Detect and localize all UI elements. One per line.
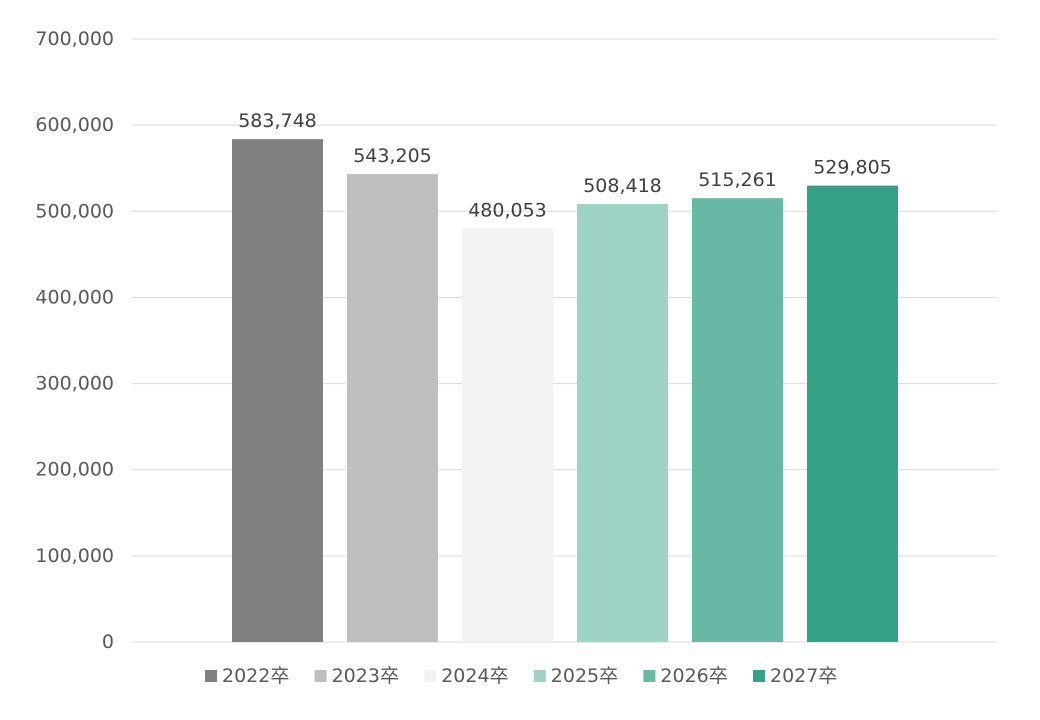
legend-swatch xyxy=(205,670,217,682)
data-labels: 583,748 543,205 480,053 508,418 515,261 529,8… xyxy=(238,110,892,221)
bar xyxy=(232,139,323,642)
y-tick-label: 400,000 xyxy=(35,286,114,308)
legend-label: 2026卒 xyxy=(660,665,727,687)
bar xyxy=(347,174,438,642)
y-tick-label: 100,000 xyxy=(35,545,114,567)
legend-swatch xyxy=(753,670,765,682)
bar xyxy=(692,198,783,642)
data-label: 480,053 xyxy=(468,199,547,221)
y-tick-label: 500,000 xyxy=(35,200,114,222)
bar xyxy=(807,185,898,642)
y-tick-label: 600,000 xyxy=(35,114,114,136)
legend-label: 2027卒 xyxy=(770,665,837,687)
legend-label: 2022卒 xyxy=(222,665,289,687)
legend-swatch xyxy=(424,670,437,682)
legend-swatch xyxy=(533,670,546,682)
y-tick-label: 0 xyxy=(102,631,114,653)
y-tick-label: 300,000 xyxy=(35,373,114,395)
legend-label: 2023卒 xyxy=(332,665,399,687)
y-axis-tick-labels: 0 100,000 200,000 300,000 400,000 500,000 600,… xyxy=(35,28,114,653)
legend-swatch xyxy=(314,670,327,682)
y-tick-label: 200,000 xyxy=(35,459,114,481)
y-tick-label: 700,000 xyxy=(35,28,114,50)
bars xyxy=(232,139,898,642)
data-label: 583,748 xyxy=(238,110,317,132)
legend-label: 2025卒 xyxy=(551,665,618,687)
data-label: 508,418 xyxy=(583,175,662,197)
bar xyxy=(462,228,553,642)
data-label: 515,261 xyxy=(698,169,777,191)
legend-label: 2024卒 xyxy=(441,665,508,687)
legend-swatch xyxy=(643,670,656,682)
data-label: 543,205 xyxy=(353,145,432,167)
bar xyxy=(577,204,668,642)
data-label: 529,805 xyxy=(813,157,892,179)
legend: 2022卒 2023卒 2024卒 2025卒 2026卒 2027卒 xyxy=(205,665,837,687)
